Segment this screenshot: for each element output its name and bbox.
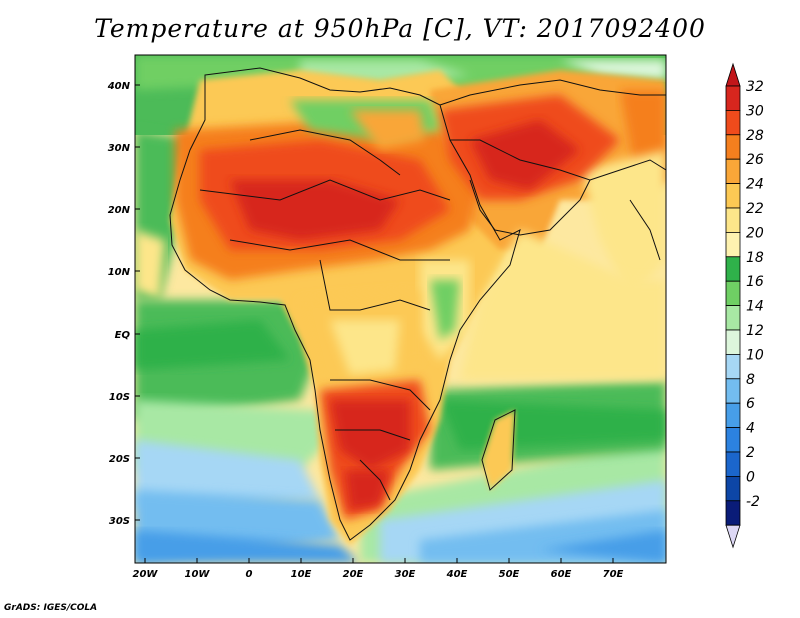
x-tick-label: 10W: [185, 569, 211, 580]
x-tick-label: 0: [246, 569, 253, 580]
colorbar-label: 18: [746, 250, 764, 266]
colorbar-swatch: [725, 256, 741, 282]
x-tick-label: 20E: [343, 569, 364, 580]
colorbar-swatch: [725, 85, 741, 111]
y-tick-label: 30S: [109, 516, 130, 527]
colorbar-label: 8: [746, 372, 755, 388]
colorbar-label: 26: [746, 152, 764, 168]
colorbar-swatch: [725, 378, 741, 404]
colorbar-label: 14: [746, 299, 764, 315]
x-tick-label: 20W: [133, 569, 159, 580]
y-tick-label: 10S: [109, 392, 130, 403]
colorbar-label: 4: [746, 421, 755, 437]
x-tick-label: 40E: [446, 569, 468, 580]
colorbar-swatch: [725, 110, 741, 136]
colorbar-top-arrow: [725, 62, 741, 87]
map-title: Temperature at 950hPa [C], VT: 201709240…: [94, 14, 706, 43]
colorbar-swatch: [725, 305, 741, 331]
colorbar-label: 30: [746, 103, 764, 119]
colorbar-label: 2: [746, 445, 755, 461]
y-tick-label: EQ: [115, 330, 131, 341]
colorbar-swatch: [725, 134, 741, 160]
x-tick-label: 70E: [603, 569, 624, 580]
colorbar-label: -2: [746, 494, 760, 510]
colorbar-swatch: [725, 207, 741, 233]
colorbar-swatch: [725, 451, 741, 477]
plot-frame: [134, 54, 667, 564]
colorbar-swatch: [725, 427, 741, 453]
colorbar-swatch: [725, 183, 741, 209]
y-tick-label: 40N: [107, 81, 131, 92]
colorbar-swatch: [725, 231, 741, 258]
colorbar-label: 12: [746, 323, 764, 339]
colorbar-swatch: [725, 280, 741, 307]
temperature-field: [135, 55, 666, 563]
colorbar-label: 24: [746, 177, 764, 193]
colorbar-swatch: [725, 475, 741, 502]
y-tick-label: 20N: [108, 205, 131, 216]
y-tick-label: 10N: [108, 267, 131, 278]
colorbar-label: 0: [746, 469, 755, 485]
colorbar-bottom-arrow: [725, 524, 741, 549]
x-tick-label: 50E: [499, 569, 520, 580]
colorbar-label: 16: [746, 274, 764, 290]
colorbar-swatch: [725, 329, 741, 355]
colorbar-label: 28: [746, 128, 764, 144]
colorbar-swatch: [725, 402, 741, 429]
y-tick-label: 30N: [108, 143, 131, 154]
coastlines: [169, 67, 666, 541]
colorbar-label: 32: [746, 79, 764, 95]
colorbar-label: 10: [746, 347, 764, 363]
colorbar-label: 20: [746, 225, 764, 241]
colorbar-swatch: [725, 353, 741, 380]
colorbar-swatch: [725, 158, 741, 184]
x-tick-label: 10E: [291, 569, 312, 580]
x-tick-label: 60E: [551, 569, 572, 580]
credit-text: GrADS: IGES/COLA: [4, 603, 98, 613]
y-tick-label: 20S: [109, 454, 130, 465]
colorbar-swatch: [725, 500, 741, 526]
x-tick-label: 30E: [395, 569, 416, 580]
tick-marks: [135, 84, 614, 563]
colorbar-label: 22: [746, 201, 764, 217]
colorbar-label: 6: [746, 396, 755, 412]
